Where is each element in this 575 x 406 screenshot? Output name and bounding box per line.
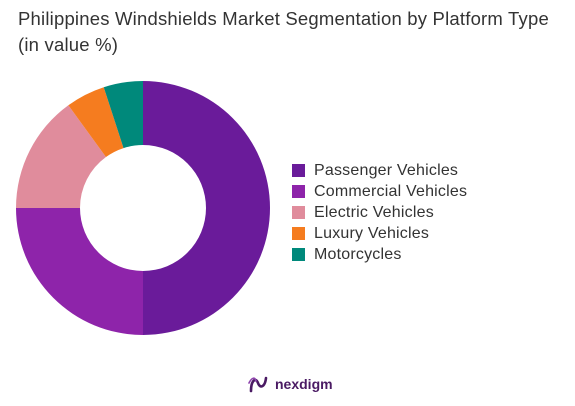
legend-label: Passenger Vehicles — [314, 161, 459, 179]
slice-passenger-vehicles — [143, 81, 270, 335]
slice-commercial-vehicles — [16, 208, 143, 335]
legend-swatch — [292, 164, 305, 177]
chart-legend: Passenger Vehicles Commercial Vehicles Ele… — [292, 162, 467, 263]
nexdigm-logo-icon — [248, 376, 268, 393]
legend-swatch — [292, 227, 305, 240]
legend-label: Commercial Vehicles — [314, 182, 468, 200]
legend-item-luxury-vehicles: Luxury Vehicles — [292, 225, 467, 242]
legend-item-commercial-vehicles: Commercial Vehicles — [292, 183, 467, 200]
slice-electric-vehicles — [16, 105, 106, 208]
legend-swatch — [292, 248, 305, 261]
slice-luxury-vehicles — [68, 87, 124, 158]
legend-label: Luxury Vehicles — [314, 224, 430, 242]
legend-swatch — [292, 185, 305, 198]
legend-label: Electric Vehicles — [314, 203, 434, 221]
brand-logo: nexdigm — [248, 374, 333, 394]
legend-swatch — [292, 206, 305, 219]
legend-label: Motorcycles — [314, 245, 402, 263]
slice-motorcycles — [103, 81, 143, 149]
legend-item-motorcycles: Motorcycles — [292, 246, 467, 263]
legend-item-passenger-vehicles: Passenger Vehicles — [292, 162, 467, 179]
legend-item-electric-vehicles: Electric Vehicles — [292, 204, 467, 221]
chart-title: Philippines Windshields Market Segmentat… — [18, 8, 549, 55]
brand-name: nexdigm — [275, 376, 333, 392]
